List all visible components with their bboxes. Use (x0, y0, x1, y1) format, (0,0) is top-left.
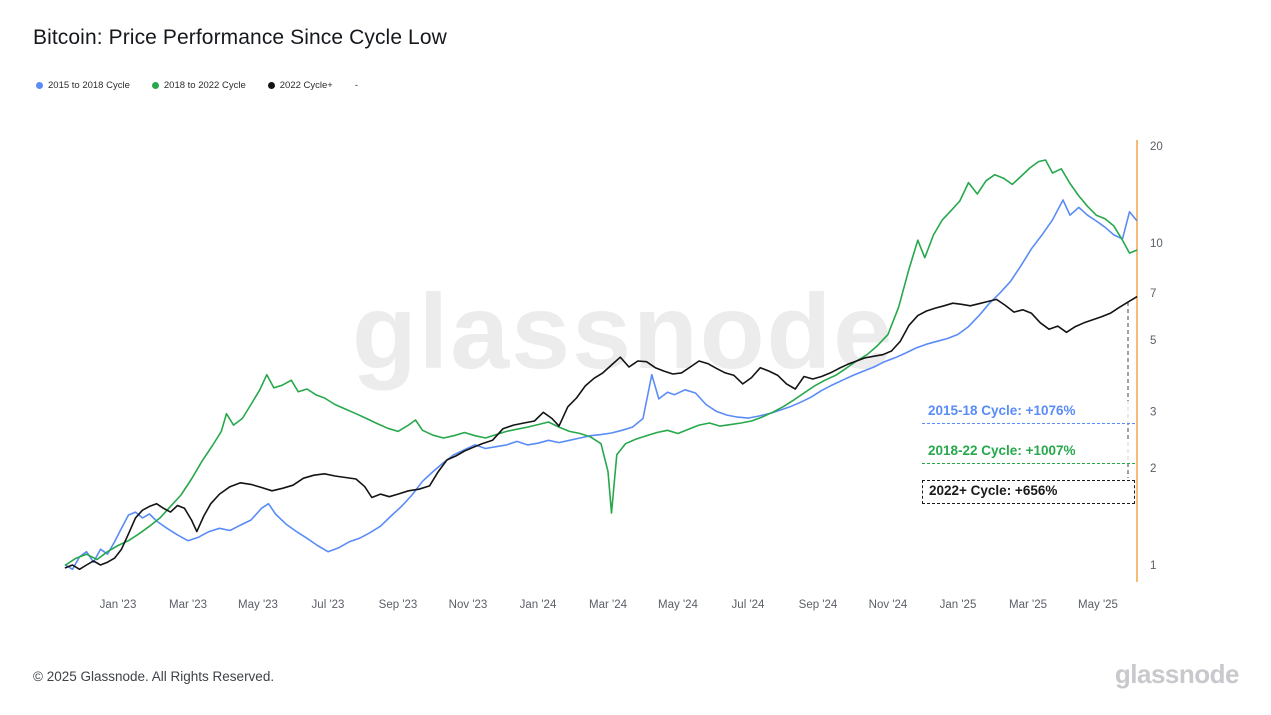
legend-label: - (354, 80, 358, 91)
glassnode-logo: glassnode (1114, 659, 1240, 689)
legend-item-1[interactable]: 2015 to 2018 Cycle (36, 80, 130, 91)
legend-item-4[interactable]: - (355, 80, 358, 91)
x-axis-tick-label: Mar '23 (169, 599, 207, 611)
legend: 2015 to 2018 Cycle 2018 to 2022 Cycle 2022… (36, 80, 358, 91)
series-line-3 (64, 296, 1138, 571)
x-axis-tick-label: Jan '23 (100, 599, 137, 611)
x-axis-tick-label: May '23 (238, 599, 278, 611)
cycle-return-callout-2: 2018-22 Cycle: +1007% (922, 441, 1135, 464)
legend-item-3[interactable]: 2022 Cycle+ (267, 80, 333, 91)
y-axis-tick-label: 10 (1150, 238, 1163, 250)
x-axis-tick-label: May '25 (1078, 599, 1118, 611)
x-axis-tick-label: Mar '24 (589, 599, 628, 611)
x-axis-tick-label: Nov '23 (449, 599, 488, 611)
legend-label: 2022 Cycle+ (279, 80, 333, 91)
x-axis-tick-label: Mar '25 (1009, 599, 1047, 611)
y-axis-tick-label: 5 (1150, 335, 1156, 347)
x-axis-tick-label: Sep '24 (799, 599, 838, 611)
legend-dot-icon (151, 82, 159, 89)
x-axis-tick-label: Nov '24 (869, 599, 908, 611)
legend-item-2[interactable]: 2018 to 2022 Cycle (151, 80, 246, 91)
y-axis-tick-label: 1 (1150, 560, 1156, 572)
series-line-1 (64, 199, 1138, 571)
x-axis-tick-label: Jan '24 (520, 599, 557, 611)
series-line-2 (64, 159, 1138, 566)
legend-label: 2018 to 2022 Cycle (163, 80, 246, 91)
x-axis-tick-label: Sep '23 (379, 599, 418, 611)
cycle-return-callout-1: 2015-18 Cycle: +1076% (922, 401, 1135, 424)
copyright-text: © 2025 Glassnode. All Rights Reserved. (33, 669, 275, 684)
glassnode-watermark: glassnode (352, 273, 895, 391)
chart-title: Bitcoin: Price Performance Since Cycle L… (33, 26, 447, 49)
x-axis-tick-label: May '24 (658, 599, 699, 611)
x-axis-tick-label: Jul '24 (732, 599, 765, 611)
legend-label: 2015 to 2018 Cycle (48, 80, 130, 91)
legend-dot-icon (267, 82, 275, 89)
y-axis-tick-label: 20 (1150, 141, 1163, 153)
legend-dot-icon (36, 82, 43, 89)
y-axis-tick-label: 2 (1150, 463, 1156, 475)
x-axis-tick-label: Jan '25 (940, 599, 977, 611)
y-axis-tick-label: 3 (1150, 406, 1156, 418)
x-axis-tick-label: Jul '23 (312, 599, 345, 611)
y-axis-tick-label: 7 (1150, 288, 1156, 300)
cycle-return-callout-3: 2022+ Cycle: +656% (922, 480, 1135, 504)
